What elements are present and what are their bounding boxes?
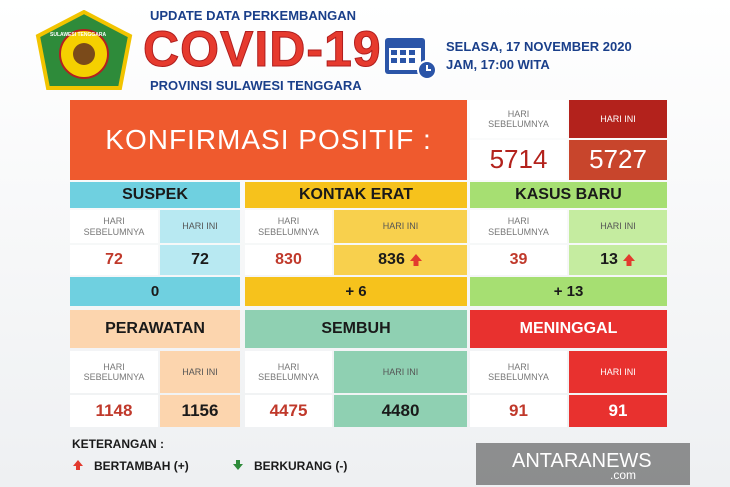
- prev-value: 91: [470, 395, 567, 427]
- konfirmasi-today: 5727: [569, 140, 667, 180]
- today-value: 72: [160, 245, 240, 275]
- legend-down: BERKURANG (-): [254, 459, 348, 473]
- prev-value: 4475: [245, 395, 332, 427]
- watermark-brand: ANTARANEWS: [512, 450, 652, 472]
- section-title: SEMBUH: [245, 310, 467, 348]
- calendar-icon: [385, 38, 437, 80]
- prev-label: HARI SEBELUMNYA: [245, 351, 332, 393]
- logo-text: SULAWESI TENGGARA: [50, 32, 107, 38]
- today-value: 13: [569, 245, 667, 275]
- legend-up: BERTAMBAH (+): [94, 459, 189, 473]
- watermark-box: [476, 443, 690, 485]
- prev-label: HARI SEBELUMNYA: [245, 210, 332, 243]
- prev-value: 72: [70, 245, 158, 275]
- down-arrow-icon: [233, 460, 243, 470]
- difference: 0: [70, 277, 240, 306]
- difference: + 6: [245, 277, 467, 306]
- section-title: KONTAK ERAT: [245, 182, 467, 208]
- up-arrow-icon: [622, 254, 635, 266]
- konfirmasi-label: KONFIRMASI POSITIF :: [70, 100, 467, 180]
- prev-label: HARI SEBELUMNYA: [470, 351, 567, 393]
- konfirmasi-prev-label: HARI SEBELUMNYA: [470, 100, 567, 138]
- konfirmasi-today-label: HARI INI: [569, 100, 667, 138]
- section-title: MENINGGAL: [470, 310, 667, 348]
- today-label: HARI INI: [160, 210, 240, 243]
- today-value: 836: [334, 245, 467, 275]
- konfirmasi-prev: 5714: [470, 140, 567, 180]
- difference: + 13: [470, 277, 667, 306]
- watermark-domain: .com: [610, 468, 637, 482]
- up-arrow-icon: [409, 254, 422, 266]
- section-title: KASUS BARU: [470, 182, 667, 208]
- up-arrow-icon: [73, 460, 83, 470]
- prev-label: HARI SEBELUMNYA: [70, 210, 158, 243]
- prev-value: 1148: [70, 395, 158, 427]
- header-title: COVID-19: [143, 21, 382, 78]
- section-title: SUSPEK: [70, 182, 240, 208]
- prev-value: 830: [245, 245, 332, 275]
- today-label: HARI INI: [334, 210, 467, 243]
- today-value: 4480: [334, 395, 467, 427]
- header-top: UPDATE DATA PERKEMBANGAN: [150, 8, 357, 23]
- today-label: HARI INI: [569, 210, 667, 243]
- legend-title: KETERANGAN :: [72, 437, 164, 451]
- prev-label: HARI SEBELUMNYA: [470, 210, 567, 243]
- prev-label: HARI SEBELUMNYA: [70, 351, 158, 393]
- today-label: HARI INI: [160, 351, 240, 393]
- logo: [35, 10, 133, 90]
- today-label: HARI INI: [334, 351, 467, 393]
- time: JAM, 17:00 WITA: [446, 57, 550, 72]
- header-bottom: PROVINSI SULAWESI TENGGARA: [150, 78, 362, 93]
- today-value: 91: [569, 395, 667, 427]
- prev-value: 39: [470, 245, 567, 275]
- date: SELASA, 17 NOVEMBER 2020: [446, 39, 632, 54]
- today-label: HARI INI: [569, 351, 667, 393]
- today-value: 1156: [160, 395, 240, 427]
- section-title: PERAWATAN: [70, 310, 240, 348]
